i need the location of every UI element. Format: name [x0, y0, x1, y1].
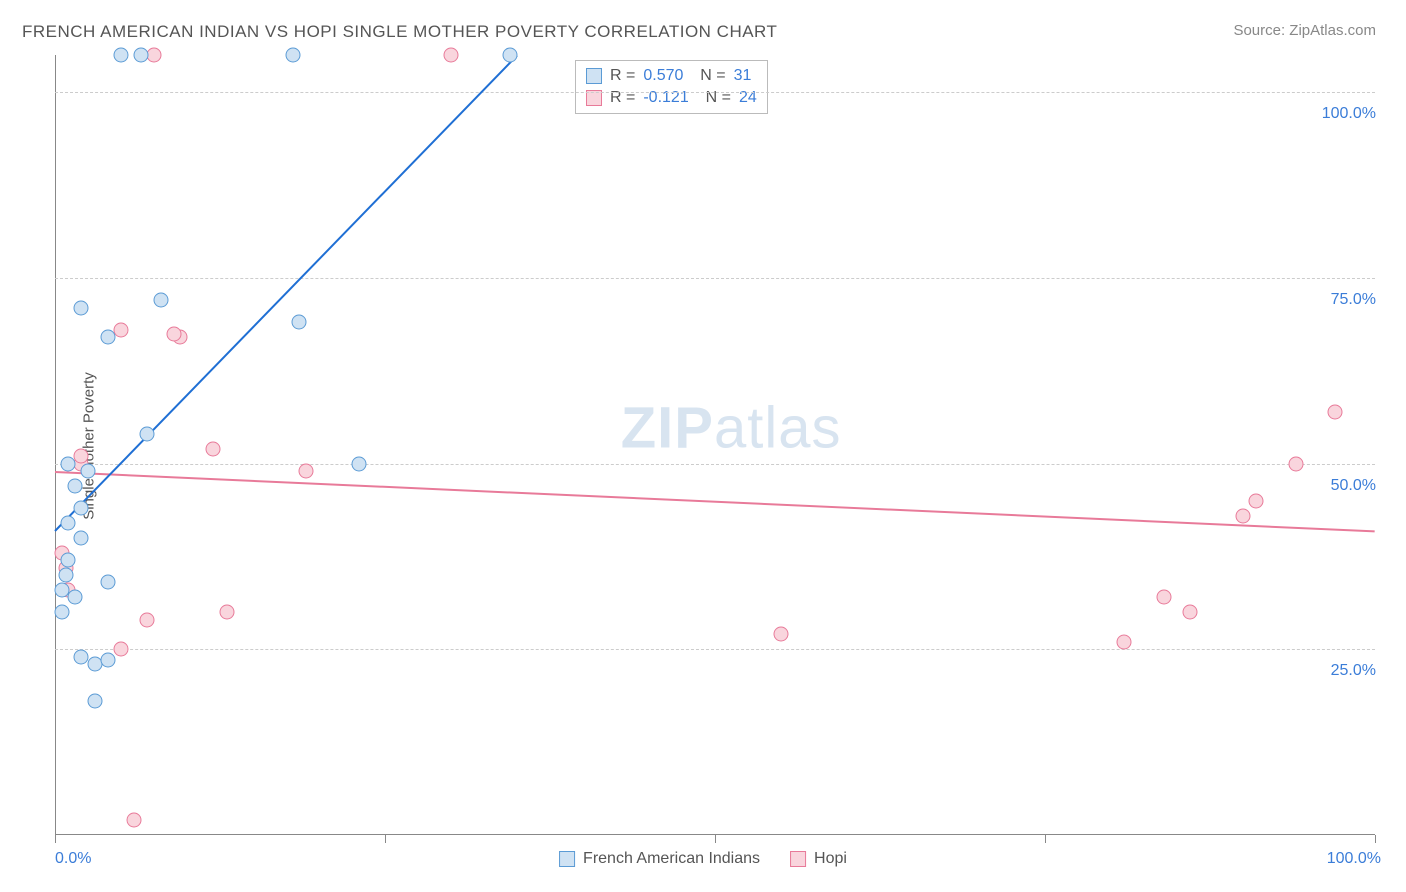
chart-title: FRENCH AMERICAN INDIAN VS HOPI SINGLE MO…: [22, 22, 777, 42]
point-french-american-indian: [285, 48, 300, 63]
point-french-american-indian: [503, 48, 518, 63]
gridline: [55, 278, 1375, 279]
source-label: Source: ZipAtlas.com: [1233, 22, 1376, 39]
x-tick-left: 0.0%: [55, 850, 91, 868]
point-french-american-indian: [140, 426, 155, 441]
gridline: [55, 649, 1375, 650]
legend-label-2: Hopi: [814, 850, 847, 868]
y-tick-label: 75.0%: [1331, 291, 1376, 309]
point-hopi: [114, 642, 129, 657]
point-hopi: [147, 48, 162, 63]
point-french-american-indian: [74, 300, 89, 315]
point-french-american-indian: [292, 315, 307, 330]
y-tick-label: 50.0%: [1331, 477, 1376, 495]
point-french-american-indian: [114, 48, 129, 63]
plot-area: [55, 55, 1375, 835]
point-hopi: [1288, 456, 1303, 471]
point-french-american-indian: [67, 478, 82, 493]
stats-row-2: R = -0.121 N = 24: [586, 87, 757, 109]
y-tick-label: 100.0%: [1322, 105, 1376, 123]
stat-R1: 0.570: [643, 67, 683, 85]
gridline: [55, 92, 1375, 93]
point-french-american-indian: [81, 464, 96, 479]
point-french-american-indian: [100, 330, 115, 345]
point-hopi: [206, 441, 221, 456]
legend-item-series1: French American Indians: [559, 850, 760, 868]
legend-swatch-2: [790, 851, 806, 867]
point-french-american-indian: [61, 516, 76, 531]
point-french-american-indian: [133, 48, 148, 63]
swatch-series1: [586, 68, 602, 84]
point-french-american-indian: [67, 590, 82, 605]
x-tick: [55, 835, 56, 843]
x-tick: [1375, 835, 1376, 843]
point-french-american-indian: [100, 575, 115, 590]
stats-row-1: R = 0.570 N = 31: [586, 65, 757, 87]
point-hopi: [219, 605, 234, 620]
x-tick: [1045, 835, 1046, 843]
legend-item-series2: Hopi: [790, 850, 847, 868]
point-french-american-indian: [74, 501, 89, 516]
point-hopi: [166, 326, 181, 341]
point-hopi: [127, 813, 142, 828]
point-hopi: [298, 464, 313, 479]
point-hopi: [114, 322, 129, 337]
point-hopi: [774, 627, 789, 642]
point-hopi: [1183, 605, 1198, 620]
point-french-american-indian: [87, 694, 102, 709]
point-hopi: [1117, 634, 1132, 649]
point-french-american-indian: [54, 605, 69, 620]
point-hopi: [1236, 508, 1251, 523]
point-hopi: [74, 449, 89, 464]
label-N: N =: [691, 67, 725, 85]
point-french-american-indian: [153, 293, 168, 308]
point-hopi: [444, 48, 459, 63]
stat-N1: 31: [734, 67, 752, 85]
point-french-american-indian: [100, 653, 115, 668]
legend: French American Indians Hopi: [559, 850, 847, 868]
point-french-american-indian: [61, 456, 76, 471]
point-french-american-indian: [61, 553, 76, 568]
point-hopi: [1328, 404, 1343, 419]
point-hopi: [1249, 493, 1264, 508]
x-tick: [715, 835, 716, 843]
gridline: [55, 464, 1375, 465]
x-tick: [385, 835, 386, 843]
point-french-american-indian: [351, 456, 366, 471]
point-french-american-indian: [74, 530, 89, 545]
stats-box: R = 0.570 N = 31 R = -0.121 N = 24: [575, 60, 768, 114]
legend-label-1: French American Indians: [583, 850, 760, 868]
label-R: R =: [610, 67, 635, 85]
legend-swatch-1: [559, 851, 575, 867]
point-hopi: [140, 612, 155, 627]
chart-container: FRENCH AMERICAN INDIAN VS HOPI SINGLE MO…: [0, 0, 1406, 892]
point-hopi: [1156, 590, 1171, 605]
y-tick-label: 25.0%: [1331, 662, 1376, 680]
x-tick-right: 100.0%: [1327, 850, 1381, 868]
point-french-american-indian: [58, 568, 73, 583]
